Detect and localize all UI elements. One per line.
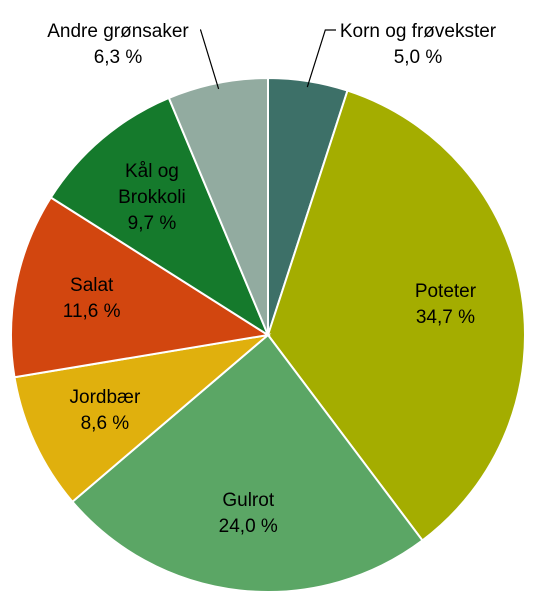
slice-label: Kål og Brokkoli 9,7 % [97,159,207,237]
value-label: 6,3 % [93,47,143,68]
leader-line [200,29,220,90]
pie-slice [71,333,424,593]
slice-label: Gulrot 24,0 % [219,488,278,540]
category-label: Kål og Brokkoli [118,160,186,208]
value-label: 9,7 % [127,212,177,234]
pie-slice [13,333,272,504]
value-label: 8,6 % [80,412,130,434]
value-label: 5,0 % [393,47,443,68]
leader-line [306,29,336,88]
category-label: Poteter [414,281,477,303]
category-label: Gulrot [222,489,275,511]
value-label: 34,7 % [415,307,476,329]
value-label: 11,6 % [62,301,121,323]
pie-slice [49,96,271,338]
category-label: Andre grønsaker [47,21,189,42]
pie-slice [266,89,526,542]
pie-slice [10,196,271,379]
slice-label: Andre grønsaker 6,3 % [47,19,189,71]
category-label: Salat [70,275,114,297]
slice-label: Korn og frøvekster 5,0 % [340,19,496,71]
slice-label: Jordbær 8,6 % [70,385,141,437]
slice-label: Salat 11,6 % [63,273,121,325]
slice-label: Poteter 34,7 % [415,279,476,331]
category-label: Jordbær [69,386,141,408]
category-label: Korn og frøvekster [339,21,497,42]
value-label: 24,0 % [218,515,278,537]
